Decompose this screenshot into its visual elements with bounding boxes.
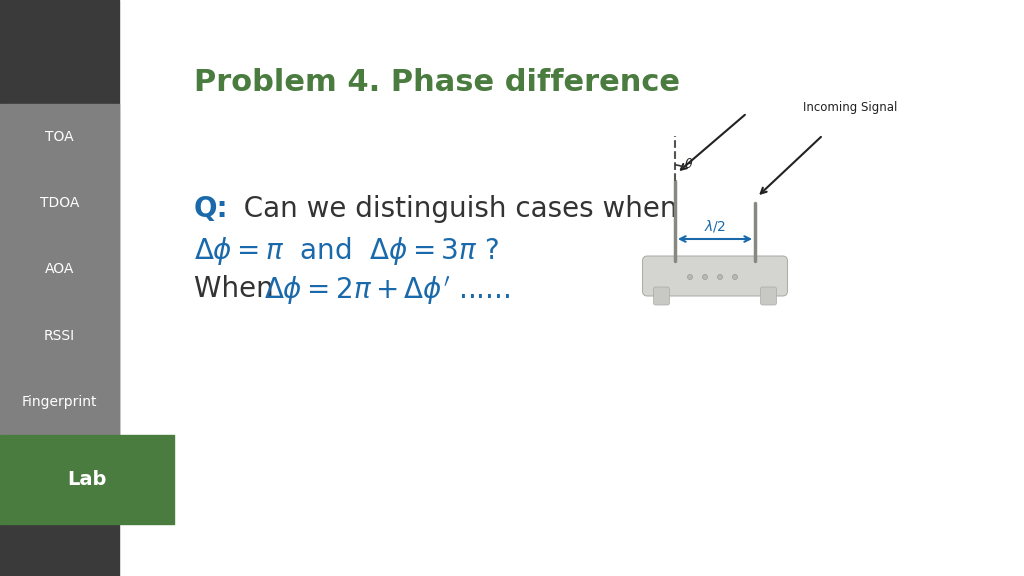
Text: $\Delta\phi = \pi$  and  $\Delta\phi = 3\pi$ ?: $\Delta\phi = \pi$ and $\Delta\phi = 3\p… xyxy=(194,235,499,267)
Text: $\lambda/2$: $\lambda/2$ xyxy=(703,218,726,234)
Text: Fingerprint: Fingerprint xyxy=(22,395,97,409)
Bar xyxy=(0,0,119,576)
Circle shape xyxy=(687,275,692,279)
Text: $\theta$: $\theta$ xyxy=(684,157,693,171)
Text: Incoming Signal: Incoming Signal xyxy=(803,101,897,114)
FancyBboxPatch shape xyxy=(653,287,670,305)
Circle shape xyxy=(702,275,708,279)
Text: Can we distinguish cases when: Can we distinguish cases when xyxy=(226,195,678,223)
Bar xyxy=(0,104,119,435)
Text: TOA: TOA xyxy=(45,130,74,144)
Text: RSSI: RSSI xyxy=(44,328,75,343)
Circle shape xyxy=(718,275,723,279)
FancyBboxPatch shape xyxy=(761,287,776,305)
Bar xyxy=(0,435,174,524)
Text: TDOA: TDOA xyxy=(40,196,79,210)
Text: When: When xyxy=(194,275,283,303)
Text: Lab: Lab xyxy=(67,470,106,489)
Text: $\Delta\phi = 2\pi + \Delta\phi'$ ......: $\Delta\phi = 2\pi + \Delta\phi'$ ...... xyxy=(264,275,510,308)
Text: Problem 4. Phase difference: Problem 4. Phase difference xyxy=(194,68,680,97)
FancyBboxPatch shape xyxy=(642,256,787,296)
Text: AOA: AOA xyxy=(45,262,74,276)
Text: Q:: Q: xyxy=(194,195,228,223)
Circle shape xyxy=(732,275,737,279)
